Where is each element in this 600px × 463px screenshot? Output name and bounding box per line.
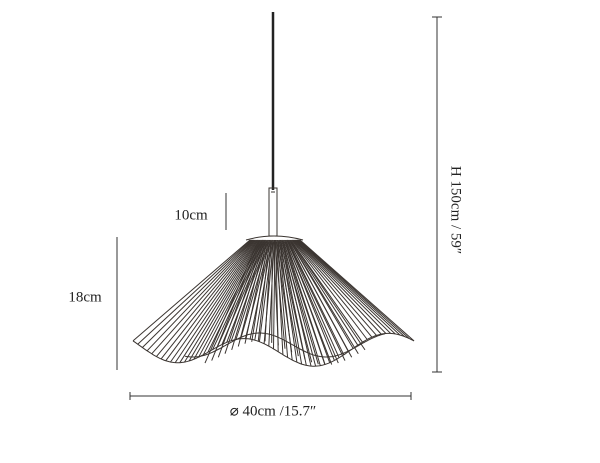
shade-rib — [292, 239, 377, 336]
shade-rib — [295, 239, 391, 334]
shade-back-rib — [288, 241, 353, 358]
shade-back-rib — [281, 241, 319, 365]
shade-rib — [137, 239, 252, 345]
shade-rib — [160, 239, 256, 360]
shade-rib — [146, 239, 253, 352]
shade-back-rib — [274, 241, 286, 349]
shade-rib — [156, 239, 255, 357]
shade-rib — [132, 239, 251, 342]
shade-rib — [292, 239, 373, 338]
shade-back-rib — [251, 241, 269, 342]
shade-rib — [174, 239, 258, 363]
shade-back-rib — [264, 241, 272, 342]
shade-back-rib — [280, 241, 313, 363]
shade-rib — [289, 239, 359, 346]
shade-rib — [179, 239, 259, 363]
shade-back-rib — [204, 241, 259, 364]
shade-height-label: 18cm — [68, 289, 102, 305]
shade-rib — [297, 239, 405, 337]
shade-rib — [188, 239, 261, 362]
shade-back-rib — [211, 241, 260, 361]
shade-rib — [198, 239, 263, 358]
shade-rib — [165, 239, 257, 361]
shade-back-rib — [217, 241, 262, 358]
shade-back-rib — [257, 241, 270, 342]
shade-back-rib — [275, 241, 293, 353]
diameter-label: ⌀ 40cm /15.7″ — [230, 403, 317, 419]
total-height-label: H 150cm / 59″ — [448, 166, 464, 254]
shade-back-rib — [284, 241, 333, 365]
shade-back-rib — [278, 241, 306, 360]
shade-inner-rim — [184, 332, 386, 358]
shade-rib — [207, 239, 264, 353]
shade-back-rib — [290, 241, 359, 354]
shade-back-rib — [283, 241, 326, 366]
shade-back-rib — [287, 241, 346, 361]
shade-rib — [291, 239, 368, 340]
shade-rib — [151, 239, 254, 355]
shade-rib — [298, 239, 410, 339]
shade-back-rib — [277, 241, 299, 357]
shade-rib — [184, 239, 260, 363]
shade — [132, 239, 415, 367]
shade-rib — [294, 239, 387, 334]
shade-rib — [293, 239, 382, 335]
shade-back-rib — [291, 241, 366, 351]
shade-back-rib — [237, 241, 266, 347]
shade-back-rib — [273, 241, 279, 346]
shade-rib — [287, 239, 345, 356]
shade-rib — [240, 239, 270, 339]
shade-back-rib — [231, 241, 265, 351]
shade-back-rib — [244, 241, 267, 344]
shade-rib — [286, 239, 340, 359]
shade-rib — [226, 239, 268, 343]
shade-rib — [254, 239, 273, 341]
shade-back-rib — [224, 241, 263, 354]
shade-rib — [170, 239, 258, 363]
shade-rib — [142, 239, 253, 348]
fitting-height-label: 10cm — [174, 207, 208, 223]
shade-back-rib — [271, 241, 273, 343]
shade-rib — [299, 239, 415, 342]
canopy — [245, 235, 304, 241]
shade-rib — [296, 239, 396, 335]
shade-back-rib — [285, 241, 339, 364]
shade-rib — [297, 239, 401, 336]
